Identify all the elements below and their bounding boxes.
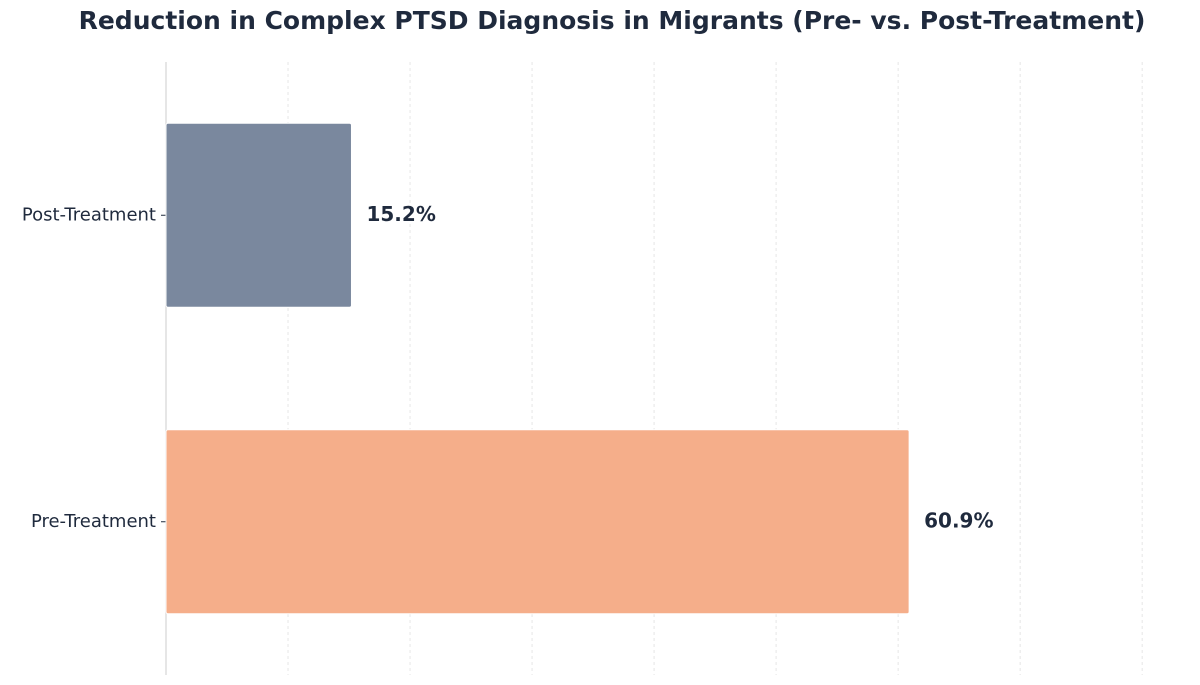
bar [165,122,352,308]
value-label: 60.9% [924,508,993,532]
y-tick-label: Post-Treatment [22,204,156,225]
chart-title: Reduction in Complex PTSD Diagnosis in M… [79,6,1146,35]
value-label: 15.2% [366,202,435,226]
y-tick-label: Pre-Treatment [31,511,156,532]
bar [165,429,910,615]
